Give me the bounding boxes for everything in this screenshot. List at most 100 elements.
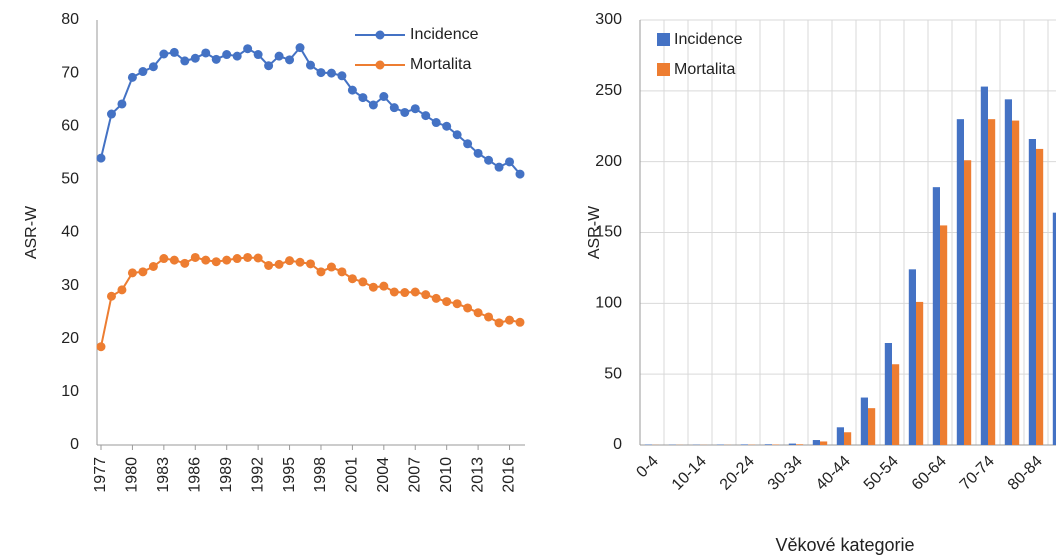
point <box>180 56 190 66</box>
bar <box>820 441 828 445</box>
bar <box>860 397 868 445</box>
bar <box>836 427 844 445</box>
point <box>410 287 420 297</box>
bar <box>1004 99 1012 445</box>
point <box>505 157 515 167</box>
x-tick-label: 1986 <box>186 457 203 493</box>
point <box>431 293 441 303</box>
y-tick-label: 150 <box>595 224 622 241</box>
point <box>232 51 242 61</box>
bar <box>1052 212 1056 445</box>
point <box>389 103 399 113</box>
y-tick-label: 60 <box>61 117 79 134</box>
point <box>463 139 473 149</box>
bar <box>980 86 988 445</box>
bar <box>916 301 924 445</box>
point <box>274 259 284 269</box>
point <box>316 267 326 277</box>
point <box>337 267 347 277</box>
point <box>96 153 106 163</box>
point <box>337 71 347 81</box>
bar <box>988 119 996 446</box>
point <box>96 342 106 352</box>
x-tick-label: 50-54 <box>861 453 902 494</box>
point <box>285 55 295 65</box>
point <box>243 44 253 54</box>
point <box>148 262 158 271</box>
point <box>232 254 242 264</box>
x-tick-label: 70-74 <box>957 453 998 494</box>
y-tick-label: 40 <box>61 224 79 241</box>
point <box>316 68 326 78</box>
bar <box>892 364 900 445</box>
point <box>127 72 137 82</box>
bar <box>964 160 972 445</box>
x-tick-label: 30-34 <box>765 453 806 494</box>
point <box>138 67 148 77</box>
legend-label: Mortalita <box>674 61 735 78</box>
point <box>505 315 515 325</box>
legend-label: Incidence <box>674 31 743 48</box>
point <box>431 118 441 128</box>
point <box>148 62 158 72</box>
y-tick-label: 20 <box>61 330 79 347</box>
point <box>421 111 431 121</box>
point <box>243 252 253 262</box>
legend-marker <box>375 60 385 70</box>
y-tick-label: 10 <box>61 383 79 400</box>
point <box>180 258 190 268</box>
legend-swatch <box>657 33 670 46</box>
x-tick-label: 80-84 <box>1005 453 1046 494</box>
point <box>127 268 137 278</box>
point <box>106 291 116 301</box>
y-tick-label: 0 <box>70 436 79 453</box>
point <box>400 288 410 298</box>
point <box>347 274 357 284</box>
point <box>379 92 389 101</box>
x-tick-label: 2013 <box>469 457 486 493</box>
y-tick-label: 50 <box>61 171 79 188</box>
point <box>159 254 169 264</box>
point <box>253 253 263 263</box>
point <box>421 290 431 300</box>
point <box>494 162 504 172</box>
point <box>484 312 494 322</box>
x-tick-label: 1989 <box>218 457 235 493</box>
point <box>222 50 232 60</box>
x-tick-label: 1998 <box>312 457 329 493</box>
bar <box>908 269 916 445</box>
point <box>274 51 284 61</box>
bar <box>844 432 852 445</box>
x-tick-label: 1995 <box>281 457 298 493</box>
x-tick-label: 2016 <box>501 457 518 493</box>
point <box>222 255 232 265</box>
legend-marker <box>375 30 385 40</box>
bar <box>796 444 804 445</box>
point <box>368 282 378 292</box>
point <box>347 85 357 95</box>
point <box>264 61 274 71</box>
y-tick-label: 200 <box>595 153 622 170</box>
point <box>201 48 211 58</box>
x-tick-label: 2004 <box>375 457 392 493</box>
point <box>106 109 116 119</box>
point <box>442 297 452 307</box>
point <box>253 50 263 60</box>
legend-label: Incidence <box>410 26 479 43</box>
point <box>484 155 494 165</box>
y-tick-label: 250 <box>595 82 622 99</box>
bar <box>812 440 820 445</box>
x-tick-label: 2007 <box>406 457 423 493</box>
point <box>117 99 127 109</box>
point <box>295 257 305 267</box>
y-tick-label: 300 <box>595 11 622 28</box>
x-tick-label: 1977 <box>92 457 109 493</box>
point <box>117 285 127 295</box>
point <box>285 256 295 266</box>
point <box>473 148 483 158</box>
point <box>452 299 462 309</box>
bar <box>940 225 948 445</box>
bar <box>932 187 940 445</box>
point <box>190 252 200 262</box>
